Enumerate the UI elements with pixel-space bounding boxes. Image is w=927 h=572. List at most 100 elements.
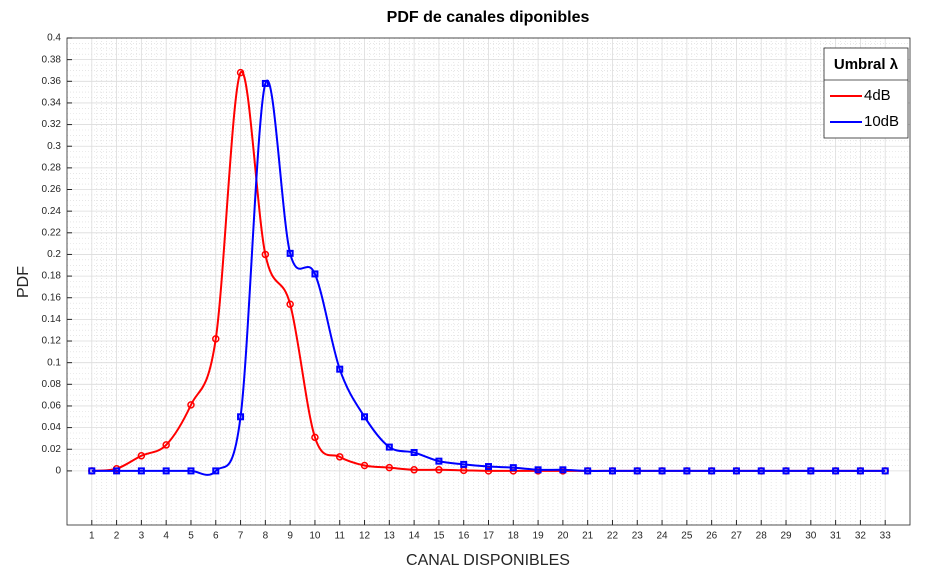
y-tick-label: 0.1 bbox=[47, 357, 61, 368]
marker bbox=[856, 467, 864, 475]
x-axis-label: CANAL DISPONIBLES bbox=[406, 552, 570, 569]
x-tick-label: 27 bbox=[731, 531, 743, 542]
y-tick-label: 0.4 bbox=[47, 33, 61, 44]
x-tick-label: 11 bbox=[335, 531, 346, 542]
marker bbox=[683, 467, 691, 475]
x-tick-label: 1 bbox=[89, 531, 95, 542]
y-tick-label: 0.26 bbox=[42, 184, 62, 195]
marker bbox=[807, 467, 815, 475]
x-tick-label: 20 bbox=[557, 531, 569, 542]
x-tick-label: 23 bbox=[632, 531, 644, 542]
marker bbox=[460, 460, 468, 468]
legend-label: 4dB bbox=[864, 87, 891, 104]
x-tick-label: 8 bbox=[263, 531, 269, 542]
plot-border bbox=[66, 37, 911, 526]
marker bbox=[162, 467, 170, 475]
y-axis-label: PDF bbox=[15, 266, 32, 298]
y-tick-label: 0.32 bbox=[42, 119, 62, 130]
y-tick-label: 0.14 bbox=[42, 314, 62, 325]
x-tick-label: 14 bbox=[409, 531, 421, 542]
marker bbox=[237, 413, 245, 421]
x-tick-label: 28 bbox=[756, 531, 768, 542]
marker bbox=[88, 467, 96, 475]
x-tick-label: 3 bbox=[139, 531, 145, 542]
marker bbox=[410, 466, 418, 474]
marker bbox=[509, 464, 517, 472]
series-line bbox=[91, 79, 886, 476]
marker bbox=[633, 467, 641, 475]
y-tick-label: 0.02 bbox=[42, 444, 62, 455]
x-tick-label: 22 bbox=[607, 531, 619, 542]
y-tick-label: 0.22 bbox=[42, 227, 62, 238]
marker bbox=[410, 448, 418, 456]
legend-title: Umbral λ bbox=[834, 56, 899, 73]
y-tick-label: 0.08 bbox=[42, 379, 62, 390]
marker bbox=[485, 463, 492, 471]
marker bbox=[559, 466, 567, 474]
marker bbox=[286, 300, 294, 308]
x-tick-label: 32 bbox=[855, 531, 867, 542]
marker bbox=[336, 365, 344, 373]
y-tick-label: 0.12 bbox=[42, 336, 62, 347]
marker bbox=[782, 467, 790, 475]
x-tick-label: 30 bbox=[805, 531, 817, 542]
y-tick-label: 0.16 bbox=[42, 292, 62, 303]
marker bbox=[286, 249, 294, 257]
legend-label: 10dB bbox=[864, 113, 899, 130]
x-tick-label: 25 bbox=[681, 531, 693, 542]
marker bbox=[311, 270, 319, 278]
x-tick-label: 26 bbox=[706, 531, 718, 542]
chart-title: PDF de canales diponibles bbox=[387, 9, 590, 26]
marker bbox=[162, 441, 170, 449]
y-tick-label: 0.04 bbox=[42, 422, 62, 433]
y-tick-label: 0 bbox=[55, 466, 61, 477]
x-tick-label: 9 bbox=[287, 531, 293, 542]
x-tick-label: 10 bbox=[309, 531, 321, 542]
marker bbox=[360, 461, 369, 470]
marker bbox=[584, 467, 592, 475]
marker bbox=[137, 467, 145, 475]
x-tick-label: 33 bbox=[880, 531, 892, 542]
x-tick-label: 7 bbox=[238, 531, 244, 542]
marker bbox=[311, 433, 319, 442]
x-tick-label: 5 bbox=[188, 531, 194, 542]
marker bbox=[261, 79, 269, 87]
x-tick-label: 24 bbox=[656, 531, 668, 542]
y-tick-label: 0.2 bbox=[47, 249, 61, 260]
y-tick-label: 0.3 bbox=[47, 141, 61, 152]
y-tick-label: 0.28 bbox=[42, 163, 62, 174]
marker bbox=[708, 467, 716, 475]
x-tick-label: 19 bbox=[533, 531, 545, 542]
x-tick-label: 21 bbox=[582, 531, 594, 542]
marker bbox=[608, 467, 616, 475]
x-tick-label: 6 bbox=[213, 531, 219, 542]
marker bbox=[534, 466, 542, 474]
y-tick-label: 0.38 bbox=[42, 54, 62, 65]
marker bbox=[385, 443, 393, 451]
marker bbox=[212, 467, 220, 475]
x-tick-label: 29 bbox=[780, 531, 792, 542]
marker bbox=[757, 467, 765, 475]
x-tick-label: 4 bbox=[163, 531, 169, 542]
marker bbox=[137, 451, 146, 460]
marker bbox=[113, 467, 121, 475]
marker bbox=[187, 467, 195, 475]
y-tick-label: 0.34 bbox=[42, 98, 62, 109]
marker bbox=[212, 335, 220, 343]
x-tick-label: 13 bbox=[384, 531, 396, 542]
y-tick-label: 0.36 bbox=[42, 76, 62, 87]
marker bbox=[435, 457, 443, 465]
marker bbox=[187, 401, 195, 409]
marker bbox=[484, 467, 493, 475]
x-tick-label: 12 bbox=[359, 531, 371, 542]
y-tick-label: 0.18 bbox=[42, 271, 62, 282]
marker bbox=[236, 68, 245, 77]
marker bbox=[335, 453, 344, 461]
marker bbox=[658, 467, 666, 475]
x-tick-label: 18 bbox=[508, 531, 520, 542]
marker bbox=[385, 463, 394, 472]
y-tick-label: 0.06 bbox=[42, 401, 62, 412]
marker bbox=[732, 467, 740, 475]
y-tick-label: 0.24 bbox=[42, 206, 62, 217]
